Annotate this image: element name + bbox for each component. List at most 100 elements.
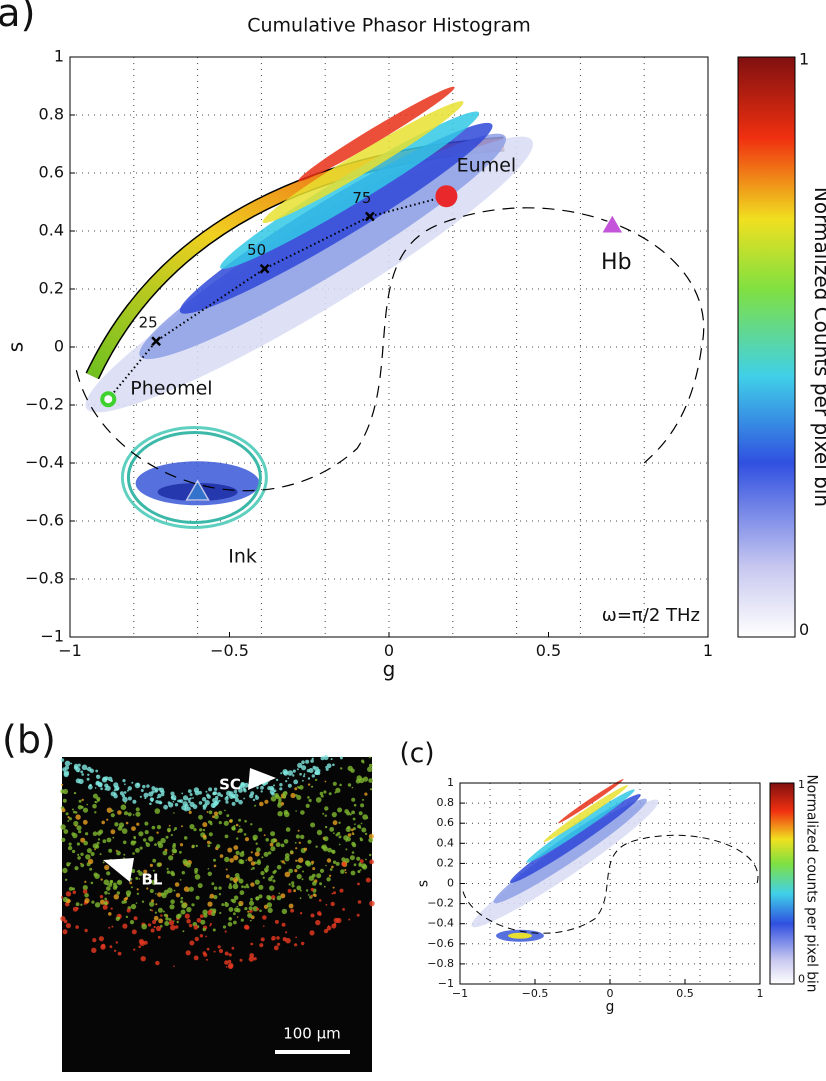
cell — [195, 895, 200, 900]
cell — [172, 801, 175, 803]
cell — [155, 960, 160, 966]
cell — [273, 869, 277, 873]
cell — [336, 917, 342, 924]
cell — [332, 763, 335, 767]
cell — [332, 820, 338, 826]
cell — [310, 759, 314, 763]
cell — [75, 814, 81, 820]
cell — [94, 848, 96, 851]
cell — [135, 848, 140, 853]
cell — [243, 797, 246, 800]
cell — [258, 894, 263, 899]
y-axis-label: s — [4, 342, 28, 352]
cell — [296, 795, 302, 800]
cell — [307, 796, 310, 799]
cell — [171, 853, 174, 856]
cell — [311, 774, 315, 778]
cell — [158, 918, 164, 924]
cell — [135, 876, 139, 880]
y-tick-label: −0.8 — [25, 569, 64, 588]
cell — [61, 783, 64, 786]
cell — [280, 802, 285, 806]
marker-label: Ink — [228, 546, 257, 568]
cell — [178, 799, 182, 803]
cell — [173, 965, 175, 967]
cell — [80, 903, 83, 906]
cell — [327, 925, 330, 927]
cell — [339, 756, 343, 760]
cell — [300, 834, 305, 840]
cell — [132, 814, 135, 816]
cell — [191, 903, 195, 907]
cell — [188, 810, 192, 815]
cell — [202, 806, 206, 810]
cell — [223, 820, 229, 826]
cell — [156, 831, 159, 834]
cell — [209, 924, 212, 927]
cell — [145, 877, 149, 881]
marker — [185, 479, 210, 501]
cell — [188, 923, 193, 928]
cell — [171, 848, 177, 854]
cell — [301, 765, 307, 771]
cell — [135, 807, 140, 812]
cell — [122, 923, 128, 929]
cell — [340, 767, 343, 770]
cell — [229, 858, 234, 863]
cell — [301, 941, 305, 946]
annotation: ω=π/2 THz — [602, 605, 700, 626]
cell — [125, 915, 129, 919]
cell — [122, 840, 127, 845]
cell — [71, 832, 75, 836]
cell — [259, 943, 264, 948]
cell — [211, 911, 216, 917]
cell — [294, 943, 298, 947]
cell — [277, 801, 281, 805]
cell — [205, 935, 208, 938]
cell — [102, 904, 108, 910]
cell — [106, 807, 113, 813]
cell — [347, 833, 352, 837]
cell — [151, 790, 155, 794]
cell — [181, 871, 185, 875]
cell — [138, 871, 143, 876]
cell — [294, 842, 297, 844]
cell — [331, 849, 336, 855]
cell — [131, 781, 134, 784]
cell — [216, 844, 221, 849]
cell — [227, 847, 233, 853]
marker-label: Eumel — [457, 155, 517, 177]
cell — [359, 869, 362, 871]
cell — [116, 850, 121, 856]
cell — [63, 771, 69, 778]
cell — [73, 810, 76, 814]
x-axis-label: g — [383, 657, 396, 681]
cell — [307, 777, 311, 780]
cell — [68, 886, 73, 891]
cell — [288, 883, 291, 886]
cell — [254, 804, 257, 807]
cell — [155, 893, 157, 895]
cell — [244, 819, 247, 823]
cell — [323, 790, 327, 794]
cell — [194, 790, 200, 796]
cell — [123, 791, 127, 794]
cell — [124, 783, 126, 786]
cell — [259, 801, 264, 807]
cell — [80, 805, 84, 809]
cell — [342, 908, 345, 911]
cell — [96, 841, 100, 845]
cell — [311, 757, 314, 760]
cell — [290, 908, 294, 913]
cell — [368, 763, 373, 768]
cell — [338, 843, 341, 846]
cell — [290, 792, 296, 799]
cell — [76, 842, 80, 846]
cell — [75, 902, 80, 907]
cell — [323, 836, 329, 842]
cell — [102, 839, 107, 844]
cell — [307, 839, 312, 844]
cell — [160, 837, 166, 844]
cell — [311, 873, 316, 878]
cell — [311, 785, 314, 788]
